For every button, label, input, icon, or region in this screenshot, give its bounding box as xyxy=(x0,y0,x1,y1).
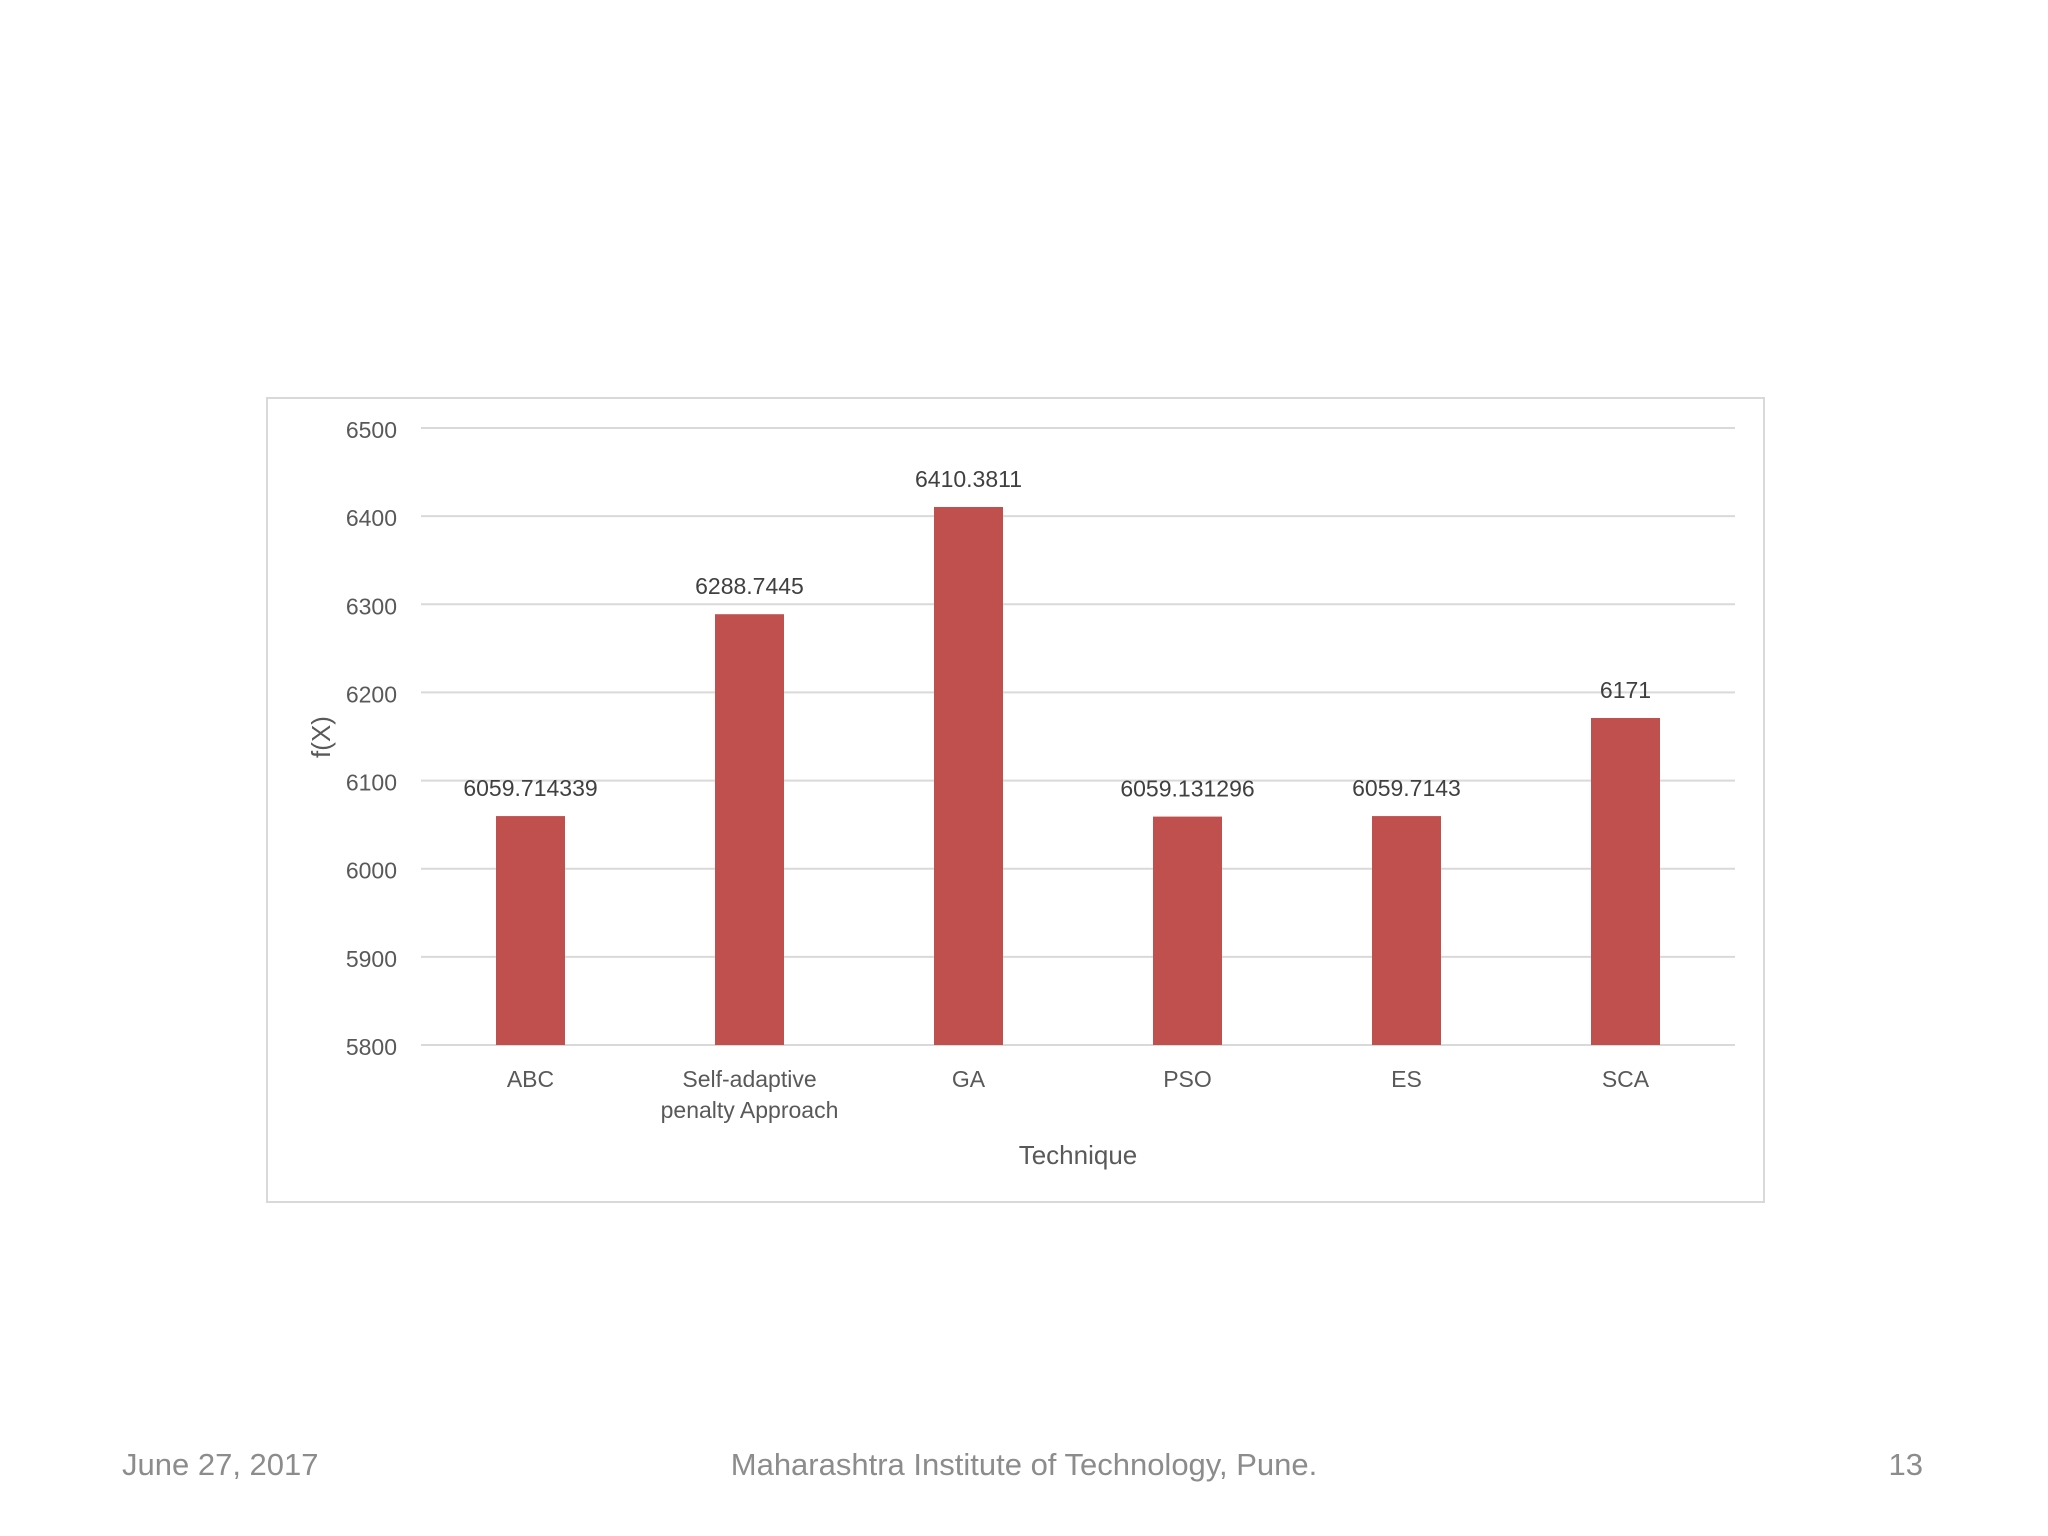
x-tick-label: ABC xyxy=(507,1066,554,1092)
x-axis-title: Technique xyxy=(1019,1140,1138,1170)
x-tick-label: ES xyxy=(1391,1066,1422,1092)
bar xyxy=(1153,816,1222,1045)
y-tick-label: 6100 xyxy=(346,770,397,796)
bar xyxy=(934,506,1003,1045)
data-label: 6059.714339 xyxy=(463,775,597,801)
bar xyxy=(1591,717,1660,1045)
y-axis-title: f(X) xyxy=(306,716,336,758)
y-tick-label: 6200 xyxy=(346,681,397,707)
y-tick-label: 6400 xyxy=(346,505,397,531)
footer-institution: Maharashtra Institute of Technology, Pun… xyxy=(730,1447,1318,1482)
bar xyxy=(496,816,565,1045)
data-label: 6410.3811 xyxy=(915,466,1022,492)
bar xyxy=(1372,816,1441,1045)
data-label: 6059.7143 xyxy=(1352,775,1461,801)
y-tick-label: 5800 xyxy=(346,1034,397,1060)
x-tick-label: Self-adaptive xyxy=(682,1066,816,1092)
x-tick-label: GA xyxy=(952,1066,986,1092)
footer-date: June 27, 2017 xyxy=(122,1447,319,1482)
y-tick-label: 6500 xyxy=(346,417,397,443)
x-tick-label: PSO xyxy=(1163,1066,1212,1092)
y-tick-label: 6000 xyxy=(346,858,397,884)
data-label: 6059.131296 xyxy=(1120,776,1254,802)
data-label: 6171 xyxy=(1600,677,1651,703)
data-label: 6288.7445 xyxy=(695,573,804,599)
x-tick-label: SCA xyxy=(1602,1066,1650,1092)
bar xyxy=(715,614,784,1045)
y-tick-label: 5900 xyxy=(346,946,397,972)
chart-frame xyxy=(266,397,1765,1203)
y-tick-label: 6300 xyxy=(346,593,397,619)
x-tick-label: penalty Approach xyxy=(661,1097,839,1123)
footer-page-number: 13 xyxy=(1888,1447,1923,1482)
